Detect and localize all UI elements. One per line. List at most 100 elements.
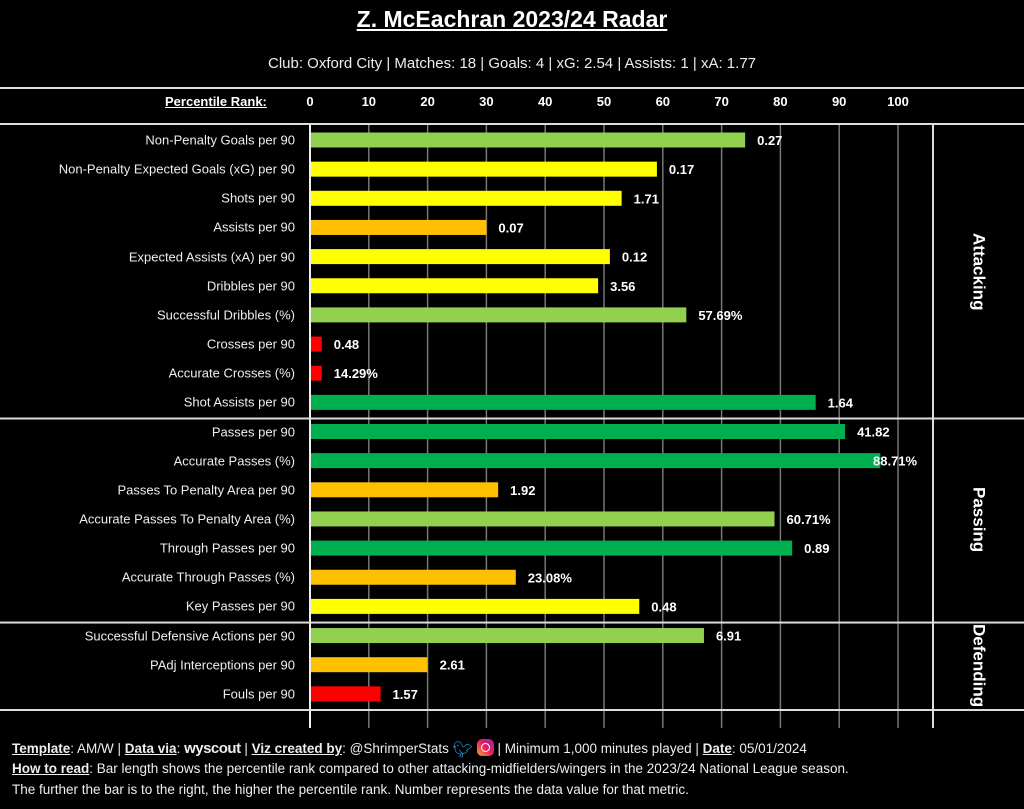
metric-label: Through Passes per 90 [159, 540, 295, 556]
value-label: 2.61 [440, 658, 465, 673]
how-to-read-label: How to read [12, 761, 90, 776]
value-label: 0.89 [804, 541, 829, 556]
value-label: 0.07 [498, 220, 523, 235]
value-label: 1.57 [393, 687, 418, 702]
bar [311, 657, 428, 673]
divider [0, 123, 1024, 125]
x-tick-label: 20 [420, 94, 435, 109]
value-label: 23.08% [528, 570, 573, 585]
x-tick-label: 50 [596, 94, 612, 109]
value-label: 41.82 [857, 425, 890, 440]
wyscout-logo: wyscout [184, 740, 241, 757]
bar [311, 628, 704, 644]
section-label-attacking: Attacking [933, 125, 1024, 419]
data-via-label: Data via [124, 741, 177, 756]
value-label: 0.17 [669, 162, 694, 177]
section-divider [0, 417, 1024, 420]
metric-label: PAdj Interceptions per 90 [149, 657, 295, 673]
metric-label: Accurate Crosses (%) [168, 365, 295, 381]
bar [311, 540, 793, 556]
section-label-passing: Passing [933, 418, 1024, 623]
bar [311, 511, 775, 527]
x-tick-label: 80 [773, 94, 788, 109]
bar [311, 453, 881, 469]
metric-label: Non-Penalty Expected Goals (xG) per 90 [58, 161, 295, 177]
x-tick-label: 60 [655, 94, 671, 109]
metric-label: Accurate Through Passes (%) [121, 569, 295, 585]
value-label: 1.64 [828, 395, 854, 410]
viz-label: Viz created by [251, 741, 343, 756]
value-label: 0.27 [757, 133, 782, 148]
value-label: 0.48 [334, 337, 359, 352]
metric-label: Accurate Passes (%) [173, 453, 295, 469]
bar [311, 278, 599, 294]
divider [0, 87, 1024, 89]
metric-label: Shot Assists per 90 [183, 394, 295, 410]
player-summary: Club: Oxford City | Matches: 18 | Goals:… [267, 55, 756, 72]
metric-label: Key Passes per 90 [185, 598, 295, 614]
bar [311, 598, 640, 614]
twitter-icon: 🐦︎ [452, 742, 473, 759]
sep: : [176, 741, 185, 756]
metric-label: Non-Penalty Goals per 90 [145, 132, 295, 148]
template-value: : AM/W | [70, 741, 125, 756]
instagram-icon [476, 739, 494, 756]
metric-label: Passes per 90 [211, 424, 295, 439]
bar [311, 482, 499, 498]
chart-title: Z. McEachran 2023/24 Radar [356, 6, 668, 32]
how-to-read-text: : Bar length shows the percentile rank c… [89, 761, 849, 776]
bar [311, 249, 610, 265]
section-name: Attacking [969, 233, 989, 311]
x-tick-label: 10 [361, 94, 377, 109]
date-label: Date [702, 741, 732, 756]
bar [311, 569, 516, 585]
how-to-read-2: The further the bar is to the right, the… [12, 782, 689, 797]
x-tick-label: 70 [714, 94, 729, 109]
metric-label: Successful Defensive Actions per 90 [84, 628, 295, 644]
x-tick-label: 30 [479, 94, 494, 109]
x-tick-label: 100 [887, 94, 909, 109]
metric-label: Fouls per 90 [222, 686, 295, 702]
metric-label: Dribbles per 90 [206, 278, 295, 294]
section-label-defending: Defending [933, 622, 1024, 710]
minimum-minutes: | Minimum 1,000 minutes played | [493, 741, 703, 756]
metric-label: Passes To Penalty Area per 90 [117, 482, 295, 498]
value-label: 0.12 [622, 250, 647, 265]
metric-label: Successful Dribbles (%) [157, 307, 295, 323]
metric-label: Accurate Passes To Penalty Area (%) [79, 511, 295, 527]
date-value: : 05/01/2024 [731, 741, 807, 756]
value-label: 14.29% [334, 366, 379, 381]
bar [311, 132, 746, 148]
viz-author: : @ShrimperStats [342, 741, 449, 756]
section-name: Defending [969, 624, 989, 708]
x-tick-label: 0 [306, 94, 314, 109]
how-to-read: How to read: Bar length shows the percen… [12, 761, 849, 776]
footer-credits: Template: AM/W | Data via: wyscout | Viz… [12, 739, 807, 759]
section-name: Passing [969, 487, 989, 553]
x-tick-label: 40 [537, 94, 553, 109]
bar [311, 307, 687, 323]
value-label: 0.48 [651, 599, 676, 614]
bar [311, 365, 322, 381]
bar [311, 394, 816, 410]
metric-label: Shots per 90 [221, 190, 295, 206]
value-label: 57.69% [698, 308, 743, 323]
bar [311, 686, 381, 702]
value-label: 60.71% [787, 512, 832, 527]
metric-label: Assists per 90 [213, 219, 295, 235]
bar [311, 161, 657, 177]
metric-label: Expected Assists (xA) per 90 [128, 249, 295, 265]
template-label: Template [12, 741, 71, 756]
value-label: 1.92 [510, 483, 535, 498]
value-label: 1.71 [634, 191, 659, 206]
value-label: 6.91 [716, 629, 741, 644]
x-tick-label: 90 [831, 94, 847, 109]
bar [311, 219, 487, 235]
bar [311, 336, 322, 352]
section-divider [0, 709, 1024, 711]
value-label: 3.56 [610, 279, 635, 294]
bar [311, 190, 622, 206]
metric-label: Crosses per 90 [206, 336, 295, 352]
section-divider [0, 621, 1024, 624]
